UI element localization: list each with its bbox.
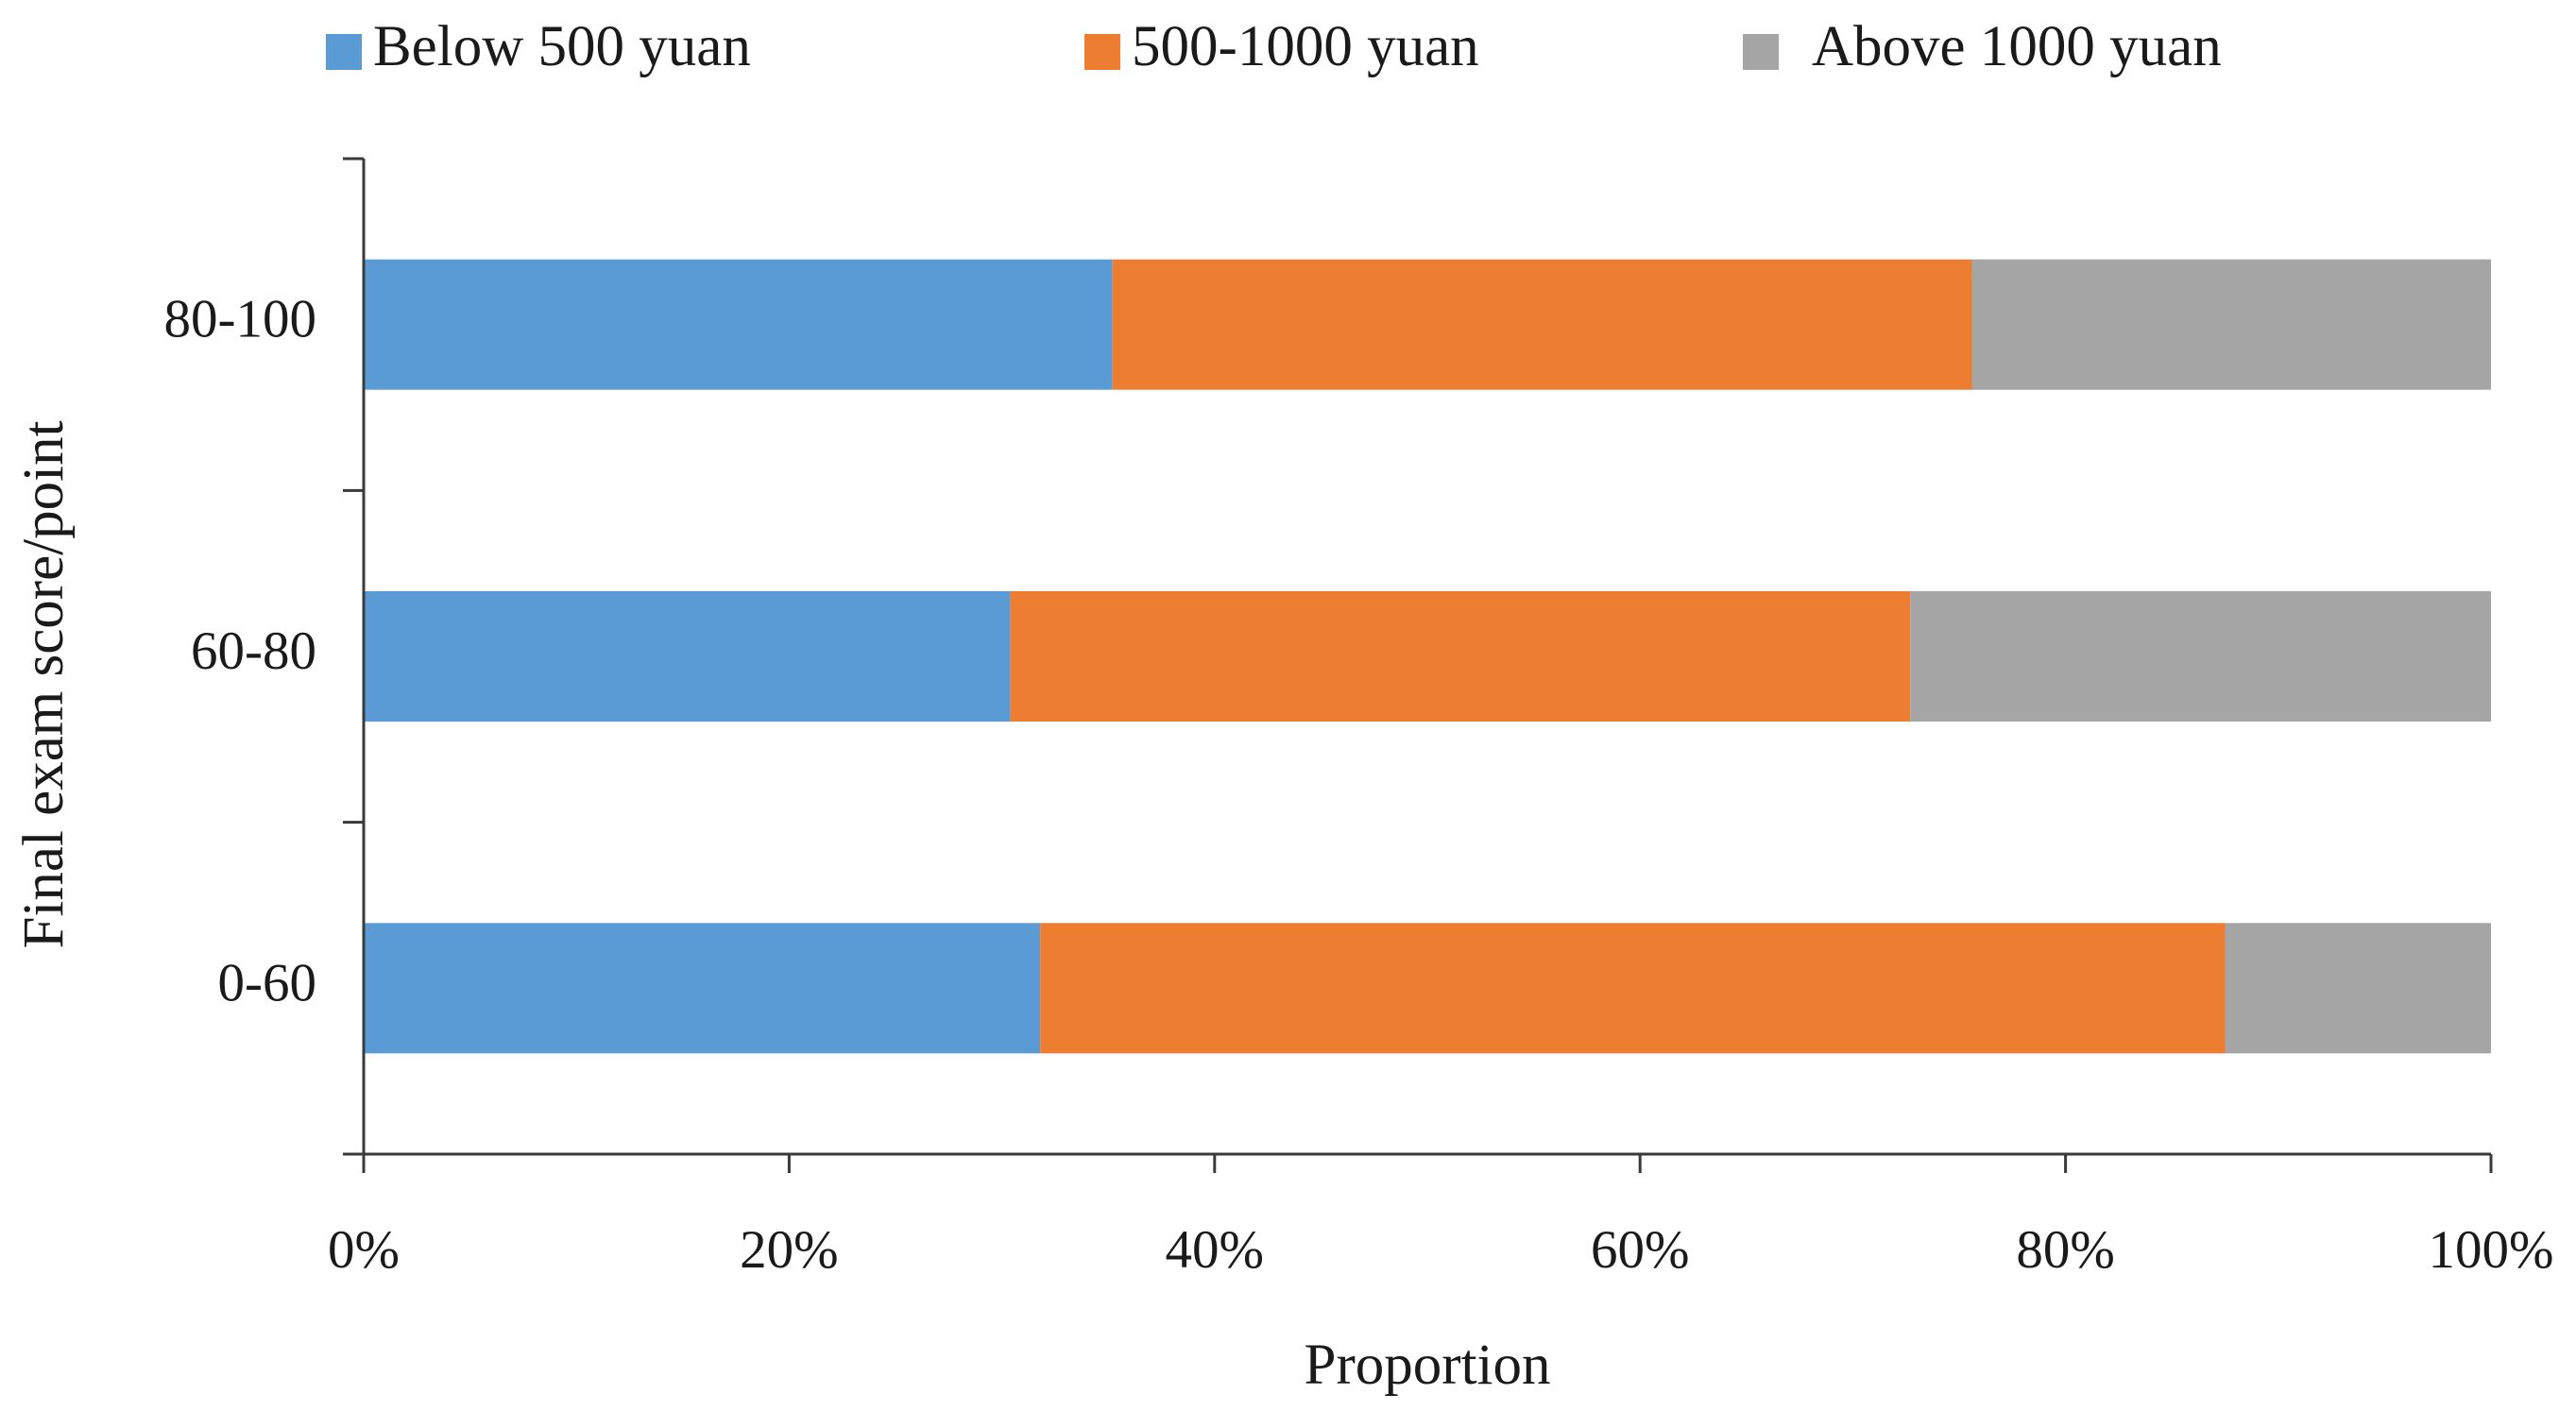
bars: [364, 259, 2491, 1054]
x-tick-label: 40%: [1166, 1220, 1264, 1280]
tick-labels: 0% 20% 40% 60% 80% 100% 0-60 60-80 80-100: [164, 290, 2554, 1280]
y-category-label: 80-100: [164, 290, 316, 349]
bar-segment-500-1000-yuan-60-80: [1010, 591, 1911, 722]
axes: [343, 157, 2493, 1173]
legend: Below 500 yuan 500-1000 yuan Above 1000 yu…: [326, 15, 2222, 78]
x-axis-title: Proportion: [1305, 1334, 1551, 1397]
legend-swatch-500-1000-yuan: [1084, 34, 1120, 70]
y-category-label: 60-80: [191, 621, 316, 681]
legend-swatch-below-500-yuan: [326, 34, 362, 70]
y-category-label: 0-60: [218, 953, 316, 1012]
bar-segment-above-1000-yuan-0-60: [2225, 923, 2491, 1054]
legend-label-500-1000-yuan: 500-1000 yuan: [1132, 15, 1479, 78]
bar-segment-500-1000-yuan-80-100: [1112, 259, 1972, 390]
x-tick-label: 80%: [2016, 1220, 2114, 1280]
bar-segment-below-500-yuan-80-100: [364, 259, 1113, 390]
x-tick-label: 0%: [328, 1220, 400, 1280]
x-tick-label: 60%: [1591, 1220, 1689, 1280]
y-axis-title: Final exam score/point: [12, 420, 76, 948]
bar-segment-above-1000-yuan-80-100: [1971, 259, 2491, 390]
bar-segment-500-1000-yuan-0-60: [1040, 923, 2226, 1054]
legend-label-above-1000-yuan: Above 1000 yuan: [1812, 15, 2222, 78]
legend-swatch-above-1000-yuan: [1743, 34, 1779, 70]
bar-segment-above-1000-yuan-60-80: [1910, 591, 2491, 722]
bar-segment-below-500-yuan-0-60: [364, 923, 1041, 1054]
legend-label-below-500-yuan: Below 500 yuan: [373, 15, 751, 78]
bar-segment-below-500-yuan-60-80: [364, 591, 1011, 722]
x-tick-label: 20%: [740, 1220, 838, 1280]
x-tick-label: 100%: [2429, 1220, 2554, 1280]
